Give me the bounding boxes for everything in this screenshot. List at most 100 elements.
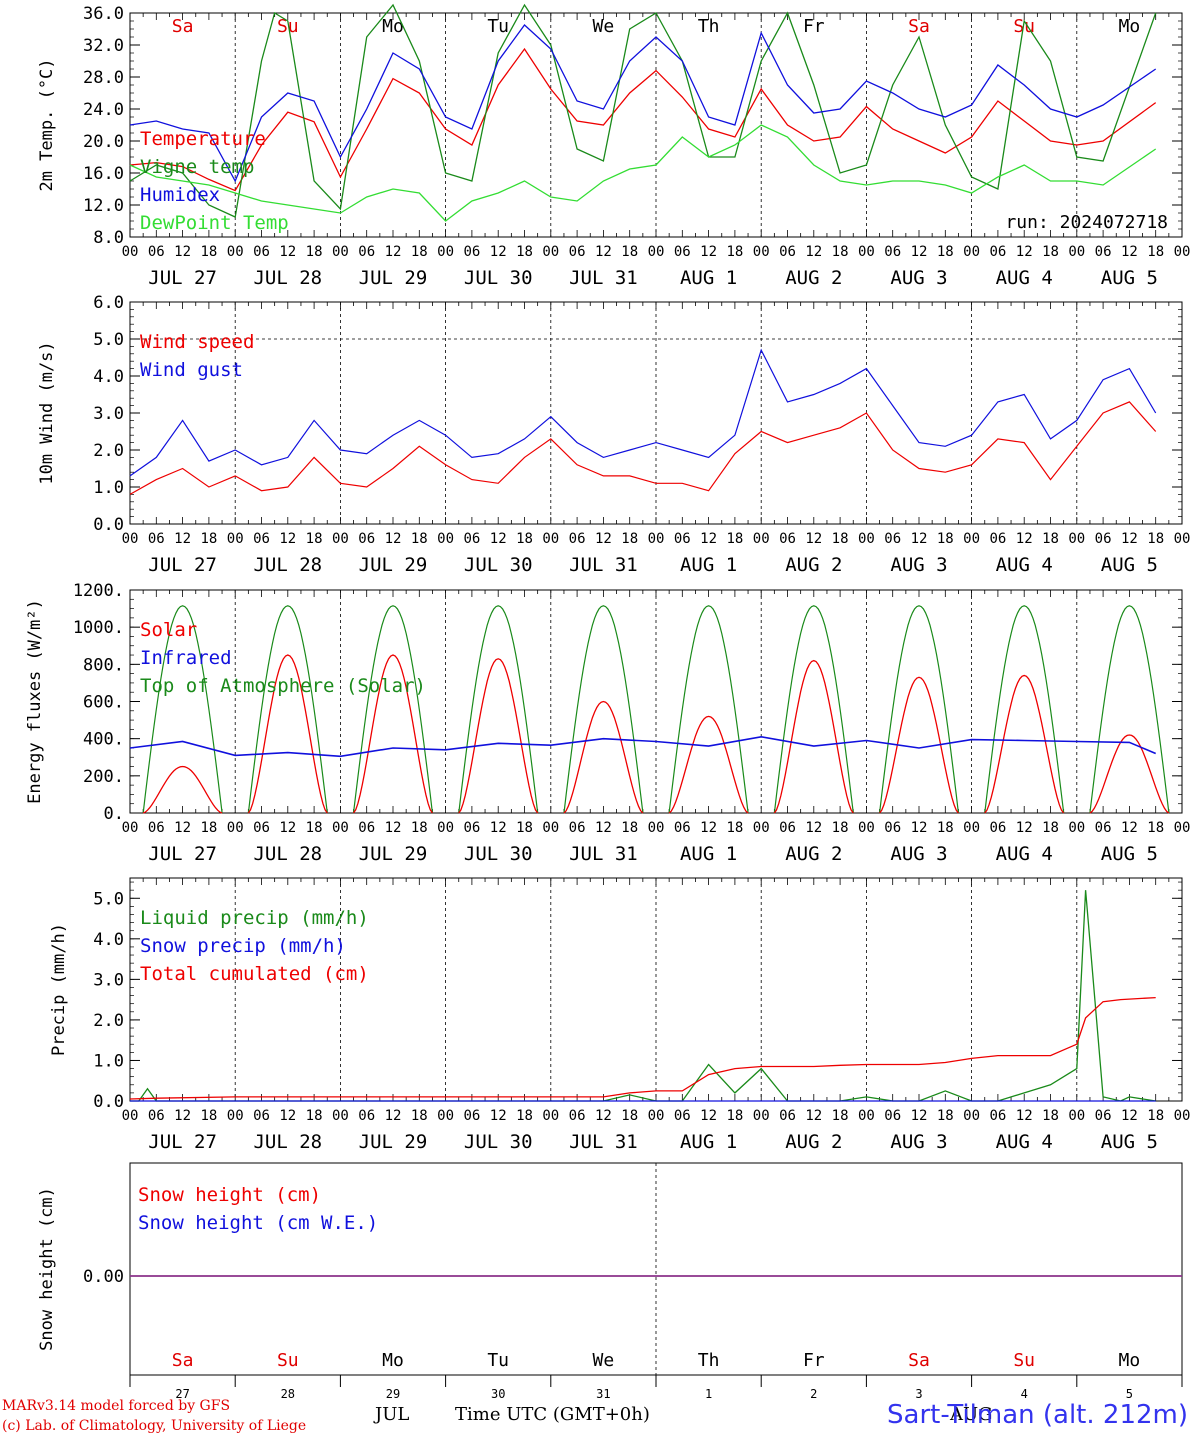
hour-tick-label: 18	[937, 531, 954, 547]
hour-tick-label: 06	[884, 531, 901, 547]
hour-tick-label: 06	[148, 244, 165, 260]
hour-tick-label: 00	[1068, 1108, 1085, 1124]
hour-tick-label: 12	[700, 244, 717, 260]
hour-tick-label: 06	[569, 531, 586, 547]
y-tick-label: 1200.	[73, 581, 124, 601]
day-label: AUG 5	[1101, 267, 1158, 289]
hour-tick-label: 06	[463, 1108, 480, 1124]
day-number-label: 5	[1126, 1387, 1133, 1401]
hour-tick-label: 12	[805, 244, 822, 260]
hour-tick-label: 18	[200, 820, 217, 836]
series-line-total-cumulated-cm-	[129, 996, 1156, 1100]
hour-tick-label: 18	[1147, 244, 1164, 260]
day-number-label: 4	[1021, 1387, 1028, 1401]
series-line-toa-solar	[879, 605, 959, 814]
month-label-aug: AUG	[950, 1404, 993, 1425]
weekday-label: Tu	[487, 1350, 509, 1371]
weekday-label: Mo	[382, 16, 404, 37]
hour-tick-label: 12	[1016, 820, 1033, 836]
x-axis-title: Time UTC (GMT+0h)	[455, 1404, 650, 1425]
hour-tick-label: 00	[753, 531, 770, 547]
day-label: AUG 3	[890, 267, 947, 289]
hour-tick-label: 00	[227, 820, 244, 836]
hour-tick-label: 12	[1121, 1108, 1138, 1124]
series-line-solar	[247, 654, 328, 814]
y-tick-label: 4.0	[93, 367, 124, 387]
day-label: AUG 5	[1101, 554, 1158, 576]
hour-tick-label: 18	[937, 820, 954, 836]
hour-tick-label: 12	[911, 531, 928, 547]
hour-tick-label: 18	[306, 820, 323, 836]
hour-tick-label: 18	[726, 244, 743, 260]
hour-tick-label: 06	[989, 820, 1006, 836]
hour-tick-label: 06	[463, 531, 480, 547]
panel-frame-1	[129, 12, 1183, 238]
hour-tick-label: 06	[253, 820, 270, 836]
y-tick-label: 8.0	[93, 228, 124, 248]
series-line-toa-solar	[984, 605, 1065, 814]
legend-entry: Wind speed	[140, 331, 254, 353]
day-label: JUL 31	[569, 267, 638, 289]
hour-tick-label: 18	[516, 1108, 533, 1124]
day-label: JUL 30	[464, 554, 533, 576]
hour-tick-label: 18	[306, 531, 323, 547]
day-label: AUG 5	[1101, 843, 1158, 865]
y-tick-label: 28.0	[83, 68, 124, 88]
y-tick-label: 1.0	[93, 478, 124, 498]
hour-tick-label: 18	[832, 1108, 849, 1124]
hour-tick-label: 06	[674, 820, 691, 836]
y-axis-label: Energy fluxes (W/m²)	[25, 599, 45, 804]
lab-credit: (c) Lab. of Climatology, University of L…	[2, 1418, 307, 1434]
hour-tick-label: 18	[937, 1108, 954, 1124]
hour-tick-label: 00	[542, 1108, 559, 1124]
hour-tick-label: 00	[542, 531, 559, 547]
hour-tick-label: 00	[1174, 820, 1191, 836]
hour-tick-label: 00	[1068, 820, 1085, 836]
day-label: JUL 29	[359, 1131, 428, 1153]
hour-tick-label: 00	[858, 820, 875, 836]
weekday-label: Th	[698, 16, 720, 37]
day-label: AUG 4	[996, 843, 1053, 865]
hour-tick-label: 12	[174, 1108, 191, 1124]
hour-tick-label: 12	[805, 820, 822, 836]
day-label: AUG 2	[785, 843, 842, 865]
series-line-solar	[563, 700, 644, 814]
series-line-humidex	[129, 24, 1157, 183]
hour-tick-label: 00	[858, 244, 875, 260]
hour-tick-label: 00	[1068, 531, 1085, 547]
hour-tick-label: 12	[805, 1108, 822, 1124]
day-label: AUG 3	[890, 1131, 947, 1153]
month-label-jul: JUL	[375, 1404, 410, 1425]
station-title: Sart-Tilman (alt. 212m)	[887, 1400, 1188, 1430]
hour-tick-label: 18	[411, 1108, 428, 1124]
series-line-solar	[458, 658, 539, 814]
hour-tick-label: 00	[437, 1108, 454, 1124]
hour-tick-label: 00	[332, 1108, 349, 1124]
hour-tick-label: 00	[332, 820, 349, 836]
hour-tick-label: 12	[385, 1108, 402, 1124]
hour-tick-label: 18	[516, 820, 533, 836]
hour-tick-label: 12	[805, 531, 822, 547]
day-number-label: 3	[915, 1387, 922, 1401]
day-label: JUL 31	[569, 843, 638, 865]
day-label: JUL 31	[569, 554, 638, 576]
hour-tick-label: 12	[279, 531, 296, 547]
hour-tick-label: 18	[306, 244, 323, 260]
hour-tick-label: 06	[779, 531, 796, 547]
weekday-label: Mo	[1119, 16, 1141, 37]
hour-tick-label: 06	[253, 1108, 270, 1124]
y-tick-label: 5.0	[93, 330, 124, 350]
series-line-solar	[879, 676, 959, 814]
weekday-label: Fr	[803, 16, 825, 37]
hour-tick-label: 06	[358, 244, 375, 260]
hour-tick-label: 00	[648, 1108, 665, 1124]
hour-tick-label: 06	[253, 531, 270, 547]
hour-tick-label: 18	[1042, 531, 1059, 547]
day-label: AUG 3	[890, 554, 947, 576]
legend-entry: Temperature	[140, 128, 266, 150]
day-label: AUG 2	[785, 1131, 842, 1153]
legend-entry: DewPoint Temp	[140, 212, 289, 234]
hour-tick-label: 12	[385, 244, 402, 260]
hour-tick-label: 12	[911, 820, 928, 836]
hour-tick-label: 12	[595, 244, 612, 260]
